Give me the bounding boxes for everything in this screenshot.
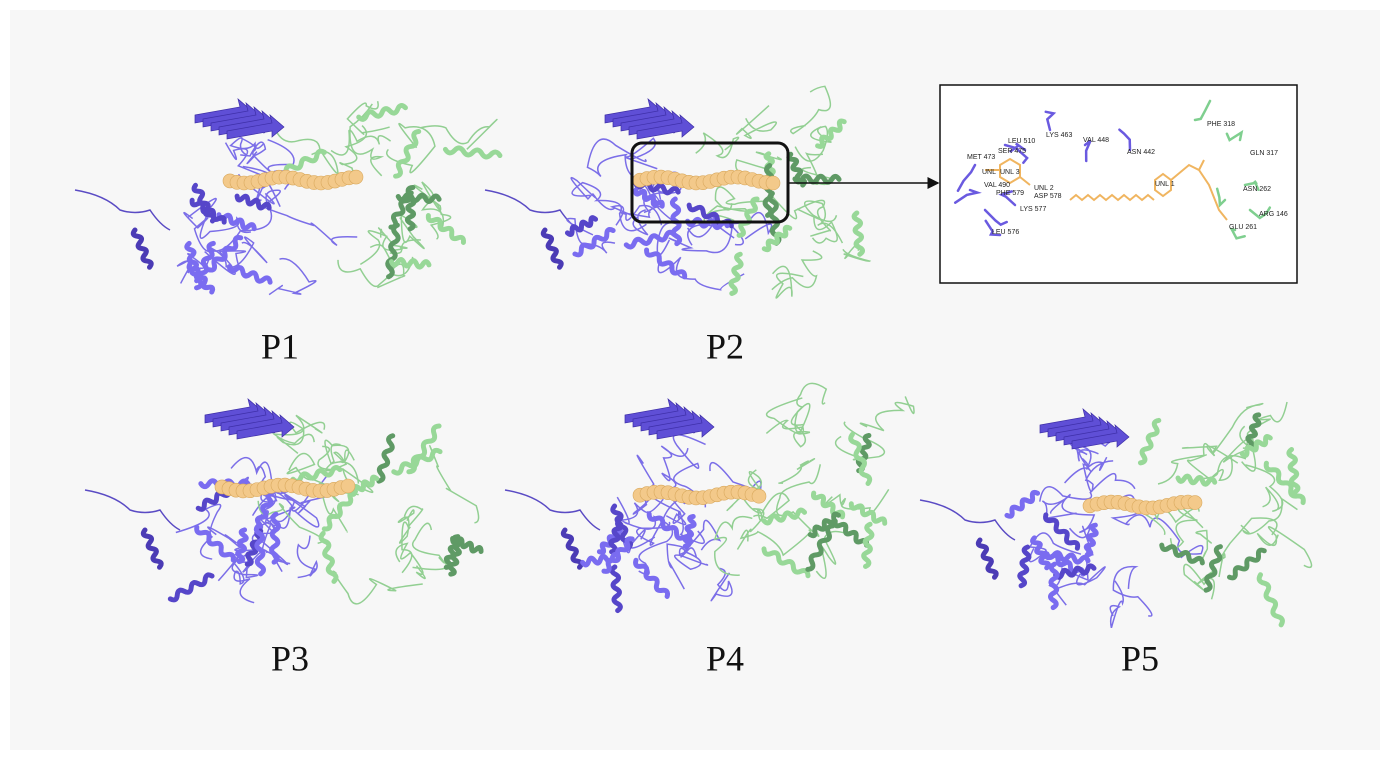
residue-label: ARG 146 [1259,211,1288,218]
ligand-atom [1188,496,1202,510]
panel-label: P2 [706,326,744,366]
residue-label: ASN 442 [1127,149,1155,156]
panel-label: P3 [271,638,309,678]
residue-label: UNL 3 [1000,169,1020,176]
residue-label: UNL 1 [1155,181,1175,188]
helix [1178,476,1215,484]
helix [256,525,263,574]
helix [272,514,279,562]
residue-label: UNL [982,169,996,176]
ligand-atom [766,176,780,190]
ligand-atom [349,170,363,184]
residue-label: PHE 318 [1207,121,1235,128]
residue-label: LYS 577 [1020,206,1046,213]
helix [795,176,839,182]
page: P1 P2 P3 P4 P5 LEU 510 SER 475 LYS 463 VAL 448 A… [0,0,1390,757]
residue-label: ASN 262 [1243,186,1271,193]
ligand-atom [752,489,766,503]
residue-label: SER 475 [998,148,1026,155]
panel-label: P4 [706,638,744,678]
residue-label: ASP 578 [1034,193,1062,200]
helix [391,259,429,267]
residue-label: UNL 2 [1034,185,1054,192]
residue-label: GLN 317 [1250,150,1278,157]
ligand-atom [341,479,355,493]
residue-label: VAL 448 [1083,137,1109,144]
residue-label: LEU 510 [1008,138,1035,145]
residue-label: PHE 579 [996,190,1024,197]
residue-label: VAL 490 [984,182,1010,189]
figure: P1 P2 P3 P4 P5 LEU 510 SER 475 LYS 463 VAL 448 A… [0,0,1390,757]
residue-label: GLU 261 [1229,224,1257,231]
helix [1050,564,1057,607]
residue-label: LEU 576 [992,229,1019,236]
panel-label: P5 [1121,638,1159,678]
residue-label: MET 473 [967,154,995,161]
helix [398,194,439,201]
helix [765,166,772,216]
panel-label: P1 [261,326,299,366]
residue-label: LYS 463 [1046,132,1072,139]
